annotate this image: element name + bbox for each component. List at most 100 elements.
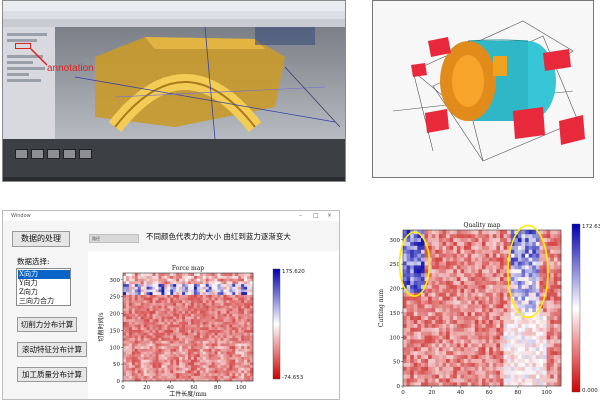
asset-thumbnail[interactable] <box>47 149 60 159</box>
heatmap-cell <box>496 276 501 281</box>
heatmap-cell <box>449 272 454 278</box>
heatmap-cell <box>449 358 454 363</box>
list-item-x-force[interactable]: X向力 <box>18 270 70 279</box>
heatmap-cell <box>202 337 207 341</box>
rolling-feature-calc-button[interactable]: 滚动特征分布计算 <box>17 342 87 357</box>
close-button[interactable]: × <box>327 212 333 219</box>
heatmap-cell <box>517 370 522 375</box>
data-process-button[interactable]: 数据的处理 <box>12 231 70 247</box>
heatmap-cell <box>199 321 204 325</box>
heatmap-cell <box>241 318 245 322</box>
heatmap-cell <box>131 364 136 368</box>
heatmap-cell <box>460 311 465 317</box>
heatmap-cell <box>546 237 551 242</box>
heatmap-cell <box>535 249 540 254</box>
heatmap-cell <box>431 382 436 387</box>
heatmap-cell <box>449 284 454 289</box>
heatmap-cell <box>431 265 436 270</box>
heatmap-cell <box>521 311 526 317</box>
asset-thumbnail[interactable] <box>63 149 76 159</box>
heatmap-cell <box>528 362 533 367</box>
heatmap-cell <box>190 278 195 282</box>
heatmap-cell <box>179 335 183 339</box>
heatmap-cell <box>438 366 443 371</box>
asset-thumbnail[interactable] <box>31 149 44 159</box>
heatmap-cell <box>478 350 483 356</box>
heatmap-cell <box>146 370 150 374</box>
heatmap-cell <box>167 281 171 285</box>
quality-calc-button[interactable]: 加工质量分布计算 <box>17 367 87 382</box>
heatmap-cell <box>456 237 461 242</box>
heatmap-cell <box>229 332 233 336</box>
heatmap-cell <box>250 283 254 287</box>
list-item-resultant-force[interactable]: 三向力合力 <box>19 297 54 305</box>
minimize-button[interactable]: – <box>299 212 302 219</box>
heatmap-cell <box>492 362 497 367</box>
data-select-list[interactable]: X向力 Y向力 Z向力 三向力合力 <box>16 268 71 306</box>
heatmap-cell <box>503 323 508 328</box>
heatmap-cell <box>550 300 555 305</box>
heatmap-cell <box>482 350 486 356</box>
heatmap-cell <box>152 308 156 312</box>
heatmap-cell <box>467 354 472 359</box>
heatmap-cell <box>155 348 159 352</box>
heatmap-cell <box>188 305 192 309</box>
heatmap-cell <box>510 347 515 352</box>
heatmap-cell <box>496 230 501 235</box>
heatmap-cell <box>164 321 168 325</box>
path-input[interactable]: 路径 <box>89 234 139 243</box>
heatmap-cell <box>185 297 189 301</box>
heatmap-cell <box>456 249 461 254</box>
heatmap-cell <box>125 343 130 347</box>
list-item-y-force[interactable]: Y向力 <box>19 279 38 287</box>
asset-thumbnail[interactable] <box>15 149 28 159</box>
heatmap-cell <box>238 316 242 320</box>
heatmap-cell <box>489 261 494 266</box>
quality-map-figure: Quality map 0 20 40 60 80 100 0 50 100 150 200 250 30… <box>367 212 600 400</box>
heatmap-cell <box>158 281 162 285</box>
heatmap-cell <box>123 351 127 355</box>
heatmap-cell <box>557 335 562 340</box>
heatmap-cell <box>211 335 215 339</box>
heatmap-cell <box>482 304 486 309</box>
heatmap-cell <box>467 296 472 301</box>
heatmap-cell <box>453 269 458 274</box>
heatmap-cell <box>217 332 221 336</box>
asset-thumbnail[interactable] <box>79 149 92 159</box>
cutting-force-calc-button[interactable]: 切削力分布计算 <box>17 317 77 332</box>
heatmap-cell <box>125 359 130 363</box>
heatmap-cell <box>202 340 207 344</box>
heatmap-cell <box>424 253 429 258</box>
heatmap-cell <box>546 284 551 289</box>
heatmap-cell <box>131 316 136 320</box>
heatmap-cell <box>492 288 497 293</box>
heatmap-cell <box>137 289 142 293</box>
maximize-button[interactable]: □ <box>313 212 319 219</box>
cad-menu-bar[interactable] <box>3 11 345 19</box>
heatmap-cell <box>471 276 476 281</box>
heatmap-cell <box>152 327 156 330</box>
list-item-z-force[interactable]: Z向力 <box>19 288 38 296</box>
cad-toolbar[interactable] <box>3 19 345 27</box>
cad-3d-viewport[interactable] <box>55 27 345 139</box>
heatmap-cell <box>149 275 153 279</box>
heatmap-cell <box>185 343 189 347</box>
heatmap-cell <box>521 245 526 250</box>
heatmap-cell <box>539 284 544 289</box>
heatmap-cell <box>182 310 186 314</box>
heatmap-cell <box>474 378 479 383</box>
heatmap-cell <box>158 313 162 317</box>
heatmap-cell <box>478 323 483 328</box>
heatmap-cell <box>550 253 555 258</box>
heatmap-cell <box>190 318 195 322</box>
heatmap-cell <box>134 300 139 303</box>
heatmap-cell <box>134 335 139 339</box>
heatmap-cell <box>167 329 171 333</box>
heatmap-cell <box>420 374 425 379</box>
cad-feature-tree[interactable] <box>3 27 55 139</box>
heatmap-cell <box>152 286 156 290</box>
heatmap-cell <box>161 367 165 371</box>
heatmap-cell <box>420 362 425 367</box>
heatmap-cell <box>499 319 504 324</box>
cad-asset-panel[interactable] <box>3 139 345 181</box>
